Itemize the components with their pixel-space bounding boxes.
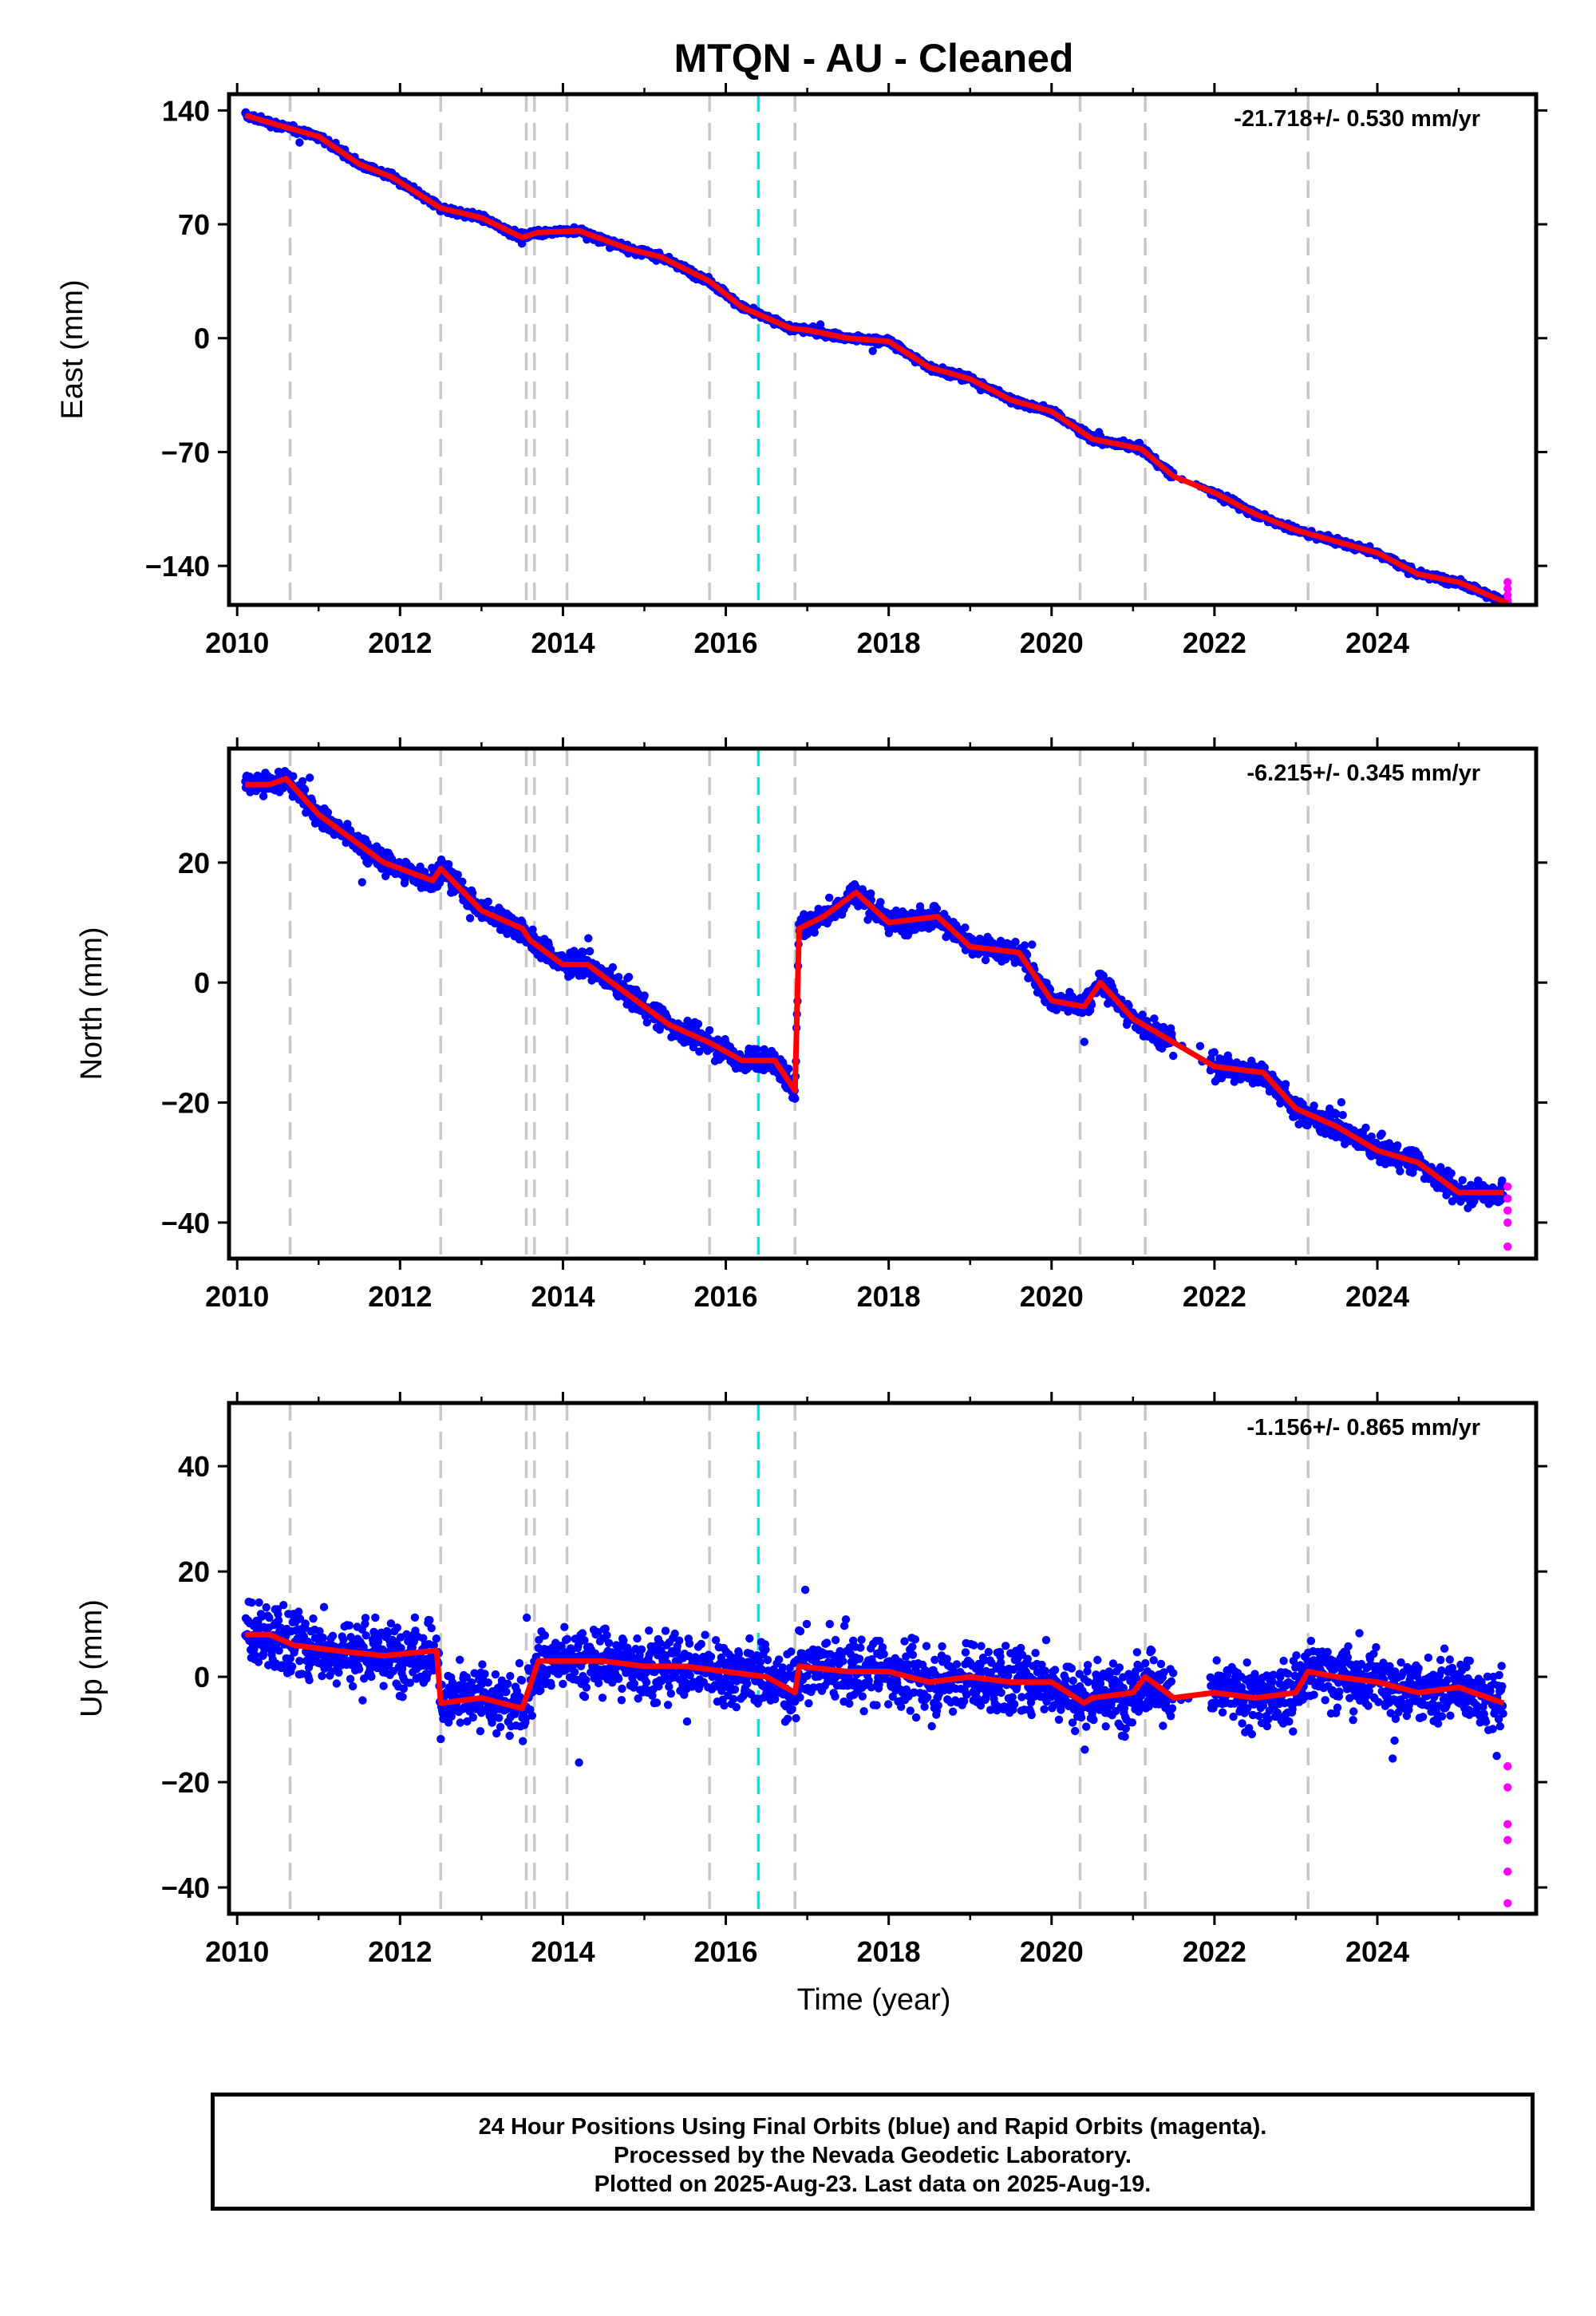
- east-panel: 2010 2012 2014 2016 2018 2020 2022 2024 140 70 0 −7…: [56, 83, 1547, 659]
- figure: 2010 2012 2014 2016 2018 2020 2022 2024 140 70 0 −7…: [56, 83, 1547, 2017]
- north-final-point: [584, 934, 593, 943]
- chart-title: MTQN - AU - Cleaned: [674, 36, 1074, 81]
- north-final-point: [323, 808, 333, 817]
- north-final-point: [791, 1094, 800, 1103]
- north-final-point: [1167, 1030, 1176, 1038]
- north-final-point: [640, 991, 649, 1000]
- east-plot-area: [241, 94, 1512, 605]
- east-final-points: [241, 108, 1512, 605]
- north-final-point: [784, 1065, 793, 1073]
- east-rate-label: -21.718+/- 0.530 mm/yr: [1234, 106, 1480, 132]
- east-final-point: [868, 346, 877, 355]
- north-final-point: [259, 792, 268, 800]
- north-final-point: [825, 893, 834, 903]
- north-final-point: [1011, 938, 1020, 947]
- north-final-point: [358, 878, 366, 887]
- east-y-tick-label: 140: [162, 94, 210, 127]
- north-final-point: [642, 1018, 651, 1027]
- north-final-point: [1195, 1041, 1205, 1051]
- east-rapid-point: [1503, 578, 1512, 587]
- north-final-point: [585, 947, 595, 956]
- north-final-point: [306, 773, 314, 782]
- north-final-point: [624, 973, 634, 982]
- north-final-point: [1138, 1010, 1147, 1019]
- north-final-point: [961, 923, 970, 932]
- north-panel: 2010 2012 2014 2016 2018 2020 2022 2024200−20−4…: [75, 737, 1547, 1313]
- north-final-points: [241, 767, 1507, 1213]
- north-final-point: [300, 785, 310, 794]
- east-y-tick-label: −70: [161, 436, 210, 468]
- north-final-point: [810, 928, 819, 937]
- north-final-point: [1396, 1167, 1404, 1176]
- north-final-point: [705, 1026, 714, 1035]
- east-x-tick-label: 2020: [1020, 626, 1084, 659]
- east-frame: [227, 92, 1539, 607]
- north-final-point: [1150, 1014, 1159, 1023]
- north-final-point: [1337, 1098, 1346, 1107]
- north-final-point: [289, 772, 298, 781]
- north-final-point: [453, 870, 462, 879]
- north-final-point: [695, 1047, 704, 1056]
- north-final-point: [1020, 941, 1029, 950]
- north-final-point: [863, 915, 872, 924]
- east-x-tick-label: 2014: [531, 626, 595, 659]
- north-final-point: [932, 904, 942, 913]
- north-final-point: [770, 1050, 779, 1059]
- north-final-point: [867, 889, 875, 898]
- east-x-tick-label: 2010: [205, 626, 269, 659]
- north-final-point: [876, 898, 885, 907]
- north-final-point: [1393, 1141, 1402, 1150]
- east-y-tick-label: −140: [145, 550, 210, 583]
- north-final-point: [1281, 1080, 1290, 1089]
- north-final-point: [693, 1019, 703, 1029]
- east-final-point: [295, 138, 304, 147]
- east-x-tick-label: 2018: [857, 626, 921, 659]
- north-final-point: [298, 777, 307, 786]
- north-final-point: [1332, 1109, 1341, 1119]
- east-x-tick-label: 2024: [1345, 626, 1409, 659]
- north-final-point: [608, 962, 618, 972]
- north-final-point: [1310, 1101, 1318, 1110]
- east-rapid-point: [1503, 584, 1512, 593]
- east-y-axis-label: East (mm): [56, 279, 89, 419]
- north-final-point: [1080, 1037, 1089, 1046]
- north-final-point: [465, 914, 475, 923]
- north-plot-area: [241, 749, 1512, 1259]
- east-x-tick-label: 2016: [693, 626, 757, 659]
- north-final-point: [981, 955, 990, 965]
- east-model-line: [244, 113, 1509, 605]
- north-final-point: [1361, 1123, 1370, 1132]
- east-y-tick-label: 70: [178, 208, 210, 241]
- north-final-point: [1028, 940, 1037, 949]
- north-final-point: [1210, 1048, 1219, 1057]
- east-x-tick-label: 2012: [368, 626, 432, 659]
- east-x-tick-label: 2022: [1183, 626, 1246, 659]
- north-final-point: [753, 1045, 761, 1054]
- east-y-tick-label: 0: [194, 322, 210, 355]
- north-final-point: [1436, 1163, 1445, 1172]
- north-final-point: [1338, 1111, 1347, 1120]
- north-final-point: [1169, 1051, 1178, 1061]
- north-final-point: [614, 973, 623, 982]
- north-final-point: [458, 877, 467, 887]
- north-final-point: [484, 897, 492, 907]
- north-final-point: [579, 947, 588, 957]
- north-final-point: [1377, 1129, 1386, 1138]
